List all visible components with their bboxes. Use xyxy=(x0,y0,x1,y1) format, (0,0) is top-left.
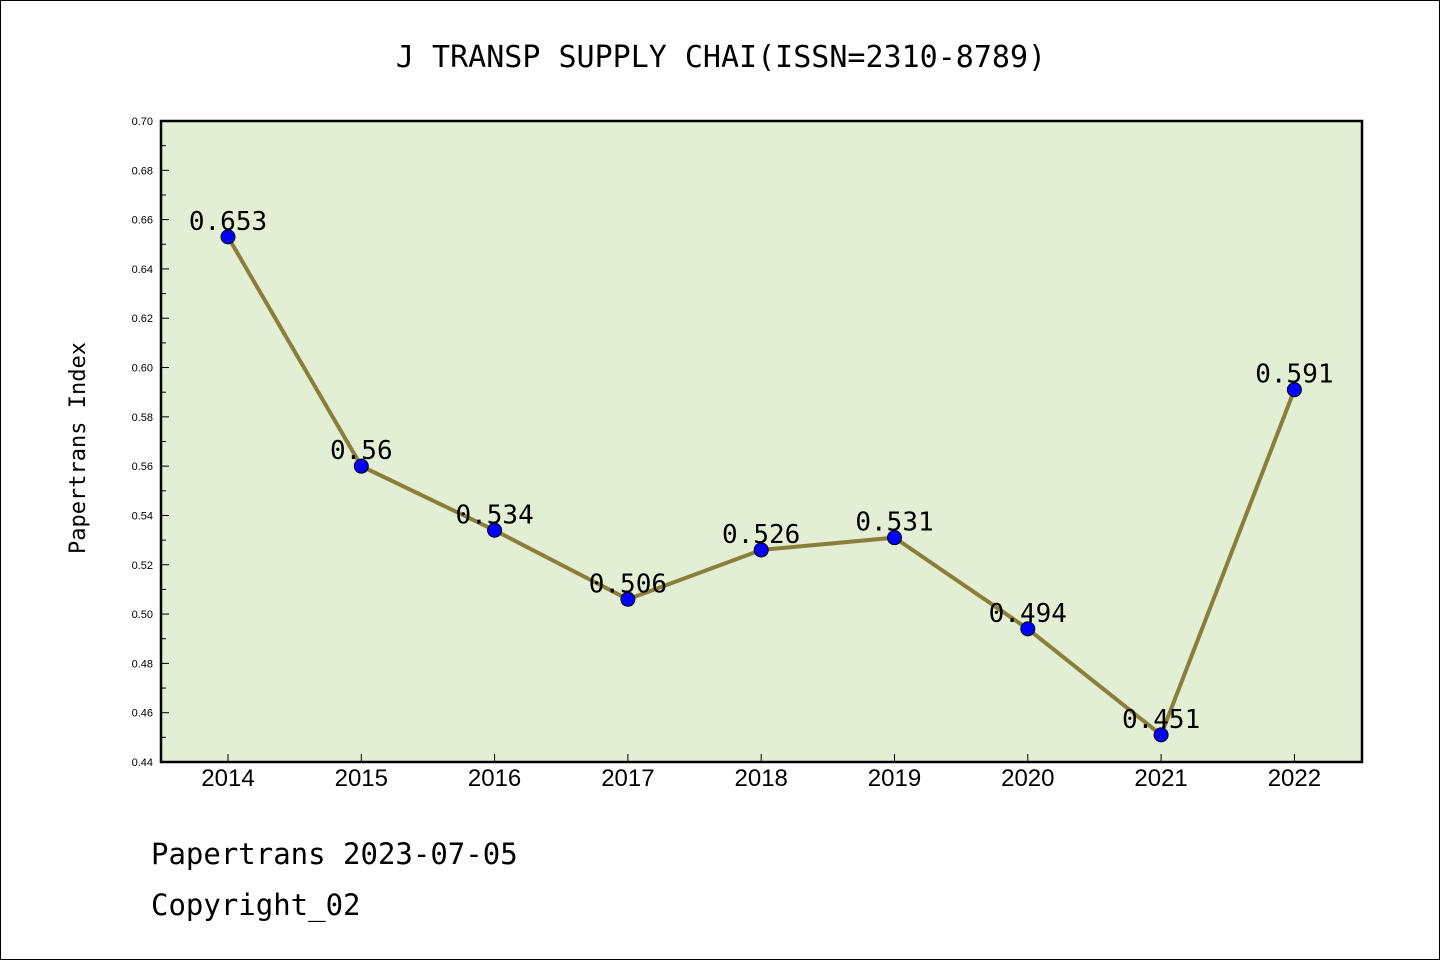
data-label: 0.451 xyxy=(1122,705,1200,735)
y-tick-label: 0.60 xyxy=(132,363,153,375)
y-axis-label: Papertrans Index xyxy=(66,342,91,554)
x-tick-label: 2018 xyxy=(735,765,788,792)
data-label: 0.591 xyxy=(1255,360,1333,390)
x-tick-label: 2019 xyxy=(868,765,921,792)
x-tick-label: 2022 xyxy=(1268,765,1321,792)
series-layer xyxy=(220,229,1302,743)
data-point xyxy=(753,542,769,558)
y-tick-label: 0.44 xyxy=(132,757,153,769)
x-tick-label: 2015 xyxy=(335,765,388,792)
y-tick-label: 0.66 xyxy=(132,215,153,227)
y-tick-label: 0.56 xyxy=(132,461,153,473)
data-point xyxy=(1153,727,1169,743)
data-label: 0.56 xyxy=(330,436,393,466)
y-tick-label: 0.48 xyxy=(132,658,153,670)
y-tick-label: 0.64 xyxy=(132,264,153,276)
data-label: 0.506 xyxy=(589,569,667,599)
y-tick-label: 0.58 xyxy=(132,412,153,424)
data-point xyxy=(1286,382,1302,398)
x-tick-label: 2014 xyxy=(201,765,254,792)
footer-date: Papertrans 2023-07-05 xyxy=(151,837,518,871)
data-point xyxy=(220,229,236,245)
data-label: 0.494 xyxy=(989,599,1067,629)
data-label: 0.653 xyxy=(189,207,267,237)
x-axis: 2014 2015 2016 2017 2018 2019 2020 2021 2022 xyxy=(201,754,1321,792)
y-tick-label: 0.54 xyxy=(132,510,153,522)
data-labels: 0.653 0.56 0.534 0.506 0.526 0.531 0.494 0.451 0… xyxy=(189,207,1334,735)
data-label: 0.531 xyxy=(855,508,933,538)
y-tick-label: 0.70 xyxy=(132,116,153,128)
x-tick-label: 2016 xyxy=(468,765,521,792)
y-tick-label: 0.46 xyxy=(132,708,153,720)
y-tick-label: 0.62 xyxy=(132,313,153,325)
chart-title: J TRANSP SUPPLY CHAI(ISSN=2310-8789) xyxy=(396,40,1046,75)
data-point xyxy=(887,530,902,546)
data-label: 0.534 xyxy=(455,500,533,530)
data-point xyxy=(1020,621,1036,637)
y-axis: 0.44 0.46 0.48 0.50 0.52 0.54 0.56 0.58 0.60 0.62… xyxy=(132,116,169,769)
y-tick-label: 0.50 xyxy=(132,609,153,621)
data-point xyxy=(487,522,503,538)
y-tick-label: 0.68 xyxy=(132,165,153,177)
x-tick-label: 2017 xyxy=(601,765,654,792)
plot-area xyxy=(159,119,1364,764)
x-tick-label: 2021 xyxy=(1134,765,1187,792)
data-point xyxy=(620,591,636,607)
data-label: 0.526 xyxy=(722,520,800,550)
footer-copyright: Copyright_02 xyxy=(151,888,361,923)
y-tick-label: 0.52 xyxy=(132,560,153,572)
x-tick-label: 2020 xyxy=(1001,765,1054,792)
data-point xyxy=(353,458,369,474)
